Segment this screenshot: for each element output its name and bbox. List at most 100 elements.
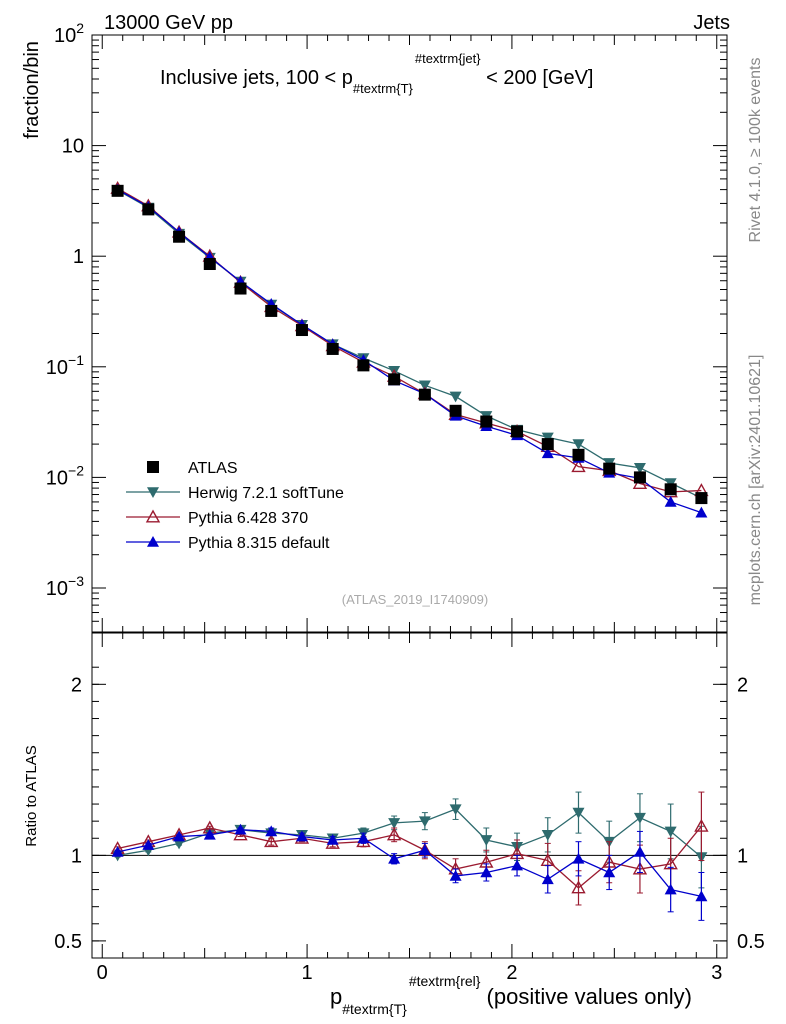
legend-item: Pythia 6.428 370 [126,509,308,527]
main-y-tick-label: 10 [62,136,84,158]
ratio-series-0 [111,791,708,889]
ratio-data-point [234,823,247,835]
main-series-2 [110,180,709,498]
ratio-data-point [603,866,616,878]
main-data-point [418,380,431,392]
ratio-data-point [664,826,677,838]
main-y-tick-label: 102 [54,20,84,47]
main-data-point [571,459,586,473]
ratio-data-point [173,830,186,842]
ratio-y-tick-label: 1 [71,845,82,867]
ratio-y-tick-label-right: 0.5 [737,931,765,953]
main-series-0 [111,184,708,505]
ratio-y-tick-label-right: 2 [737,674,748,696]
main-data-point [541,432,554,444]
title-sup: #textrm{jet} [415,51,481,66]
ratio-series-line [117,829,702,898]
svg-text:p#textrm{T}#textrm{rel} (posit: p#textrm{T}#textrm{rel} (positive values… [330,973,692,1017]
main-data-point [418,388,431,401]
main-y-tick-label: 10−2 [46,462,84,489]
legend-item: Herwig 7.2.1 softTune [126,485,344,502]
main-data-point [357,359,370,372]
header-left: 13000 GeV pp [104,12,233,34]
ratio-data-point [388,818,401,829]
main-title: Inclusive jets, 100 < p#textrm{T}#textrm… [160,51,593,96]
main-data-point [449,391,462,403]
ratio-series-2 [111,823,708,921]
xlabel-sup: #textrm{rel} [409,973,481,989]
main-data-point [664,483,677,496]
ratio-data-point [111,845,124,857]
ratio-y-axis-label: Ratio to ATLAS [23,745,40,846]
header-right: Jets [693,12,730,34]
legend-label: ATLAS [188,460,238,477]
ratio-data-point [571,880,586,894]
ratio-y-tick-label: 0.5 [54,931,82,953]
title-sub: #textrm{T} [353,81,414,96]
analysis-watermark: (ATLAS_2019_I1740909) [342,592,488,607]
ratio-data-point [664,883,677,895]
ratio-data-point [449,869,462,881]
ratio-data-point [695,890,708,902]
legend-marker [145,509,161,523]
ratio-data-point [633,812,646,824]
main-series-line [117,189,702,499]
ratio-data-point [480,866,493,878]
main-y-tick-label: 10−1 [46,352,84,379]
rivet-label: Rivet 4.1.0, ≥ 100k events [747,58,764,243]
legend-item: ATLAS [147,460,238,477]
ratio-data-point [264,834,279,848]
main-y-tick-label: 10−3 [46,573,84,600]
main-data-point [388,373,401,386]
ratio-data-point [541,830,554,841]
main-data-point [265,304,278,317]
main-data-point [326,342,339,355]
ratio-data-point [418,816,431,828]
legend-marker [147,487,159,498]
ratio-data-point [388,852,401,864]
main-data-point [541,447,554,459]
legend-marker [147,461,159,473]
ratio-data-point [265,825,278,837]
ratio-series-1 [110,791,709,906]
main-data-point [695,506,708,518]
xlabel-prefix: p [330,984,342,1009]
ratio-data-point [449,804,462,816]
ratio-data-point [694,818,709,832]
main-series-line [117,187,702,493]
main-data-point [111,184,124,197]
ratio-data-point [632,861,648,875]
xlabel-suffix: (positive values only) [480,984,692,1009]
main-data-point [142,203,155,216]
ratio-data-point [295,830,308,842]
legend-label: Pythia 6.428 370 [188,510,308,527]
ratio-y-tick-label-right: 1 [737,845,748,867]
ratio-data-point [357,832,370,844]
main-data-point [480,415,493,428]
x-tick-label: 2 [506,962,517,984]
main-data-point [572,448,585,461]
main-y-axis-label: fraction/bin [21,41,43,139]
main-data-point [541,438,554,451]
main-data-point [572,439,585,451]
xlabel-sub: #textrm{T} [342,1001,407,1017]
title-suffix: < 200 [GeV] [481,67,594,89]
title-prefix: Inclusive jets, 100 < p [160,67,353,89]
legend-item: Pythia 8.315 default [126,535,330,552]
x-tick-label: 0 [97,962,108,984]
main-data-point [295,324,308,337]
mcplots-label: mcplots.cern.ch [arXiv:2401.10621] [747,355,764,606]
ratio-data-point [480,835,493,846]
ratio-data-point [511,859,524,871]
legend-label: Herwig 7.2.1 softTune [188,485,344,502]
x-tick-label: 1 [302,962,313,984]
ratio-data-point [572,852,585,864]
ratio-data-point [326,833,339,845]
ratio-plot-frame [91,632,728,959]
svg-text:Inclusive jets, 100 < p#textrm: Inclusive jets, 100 < p#textrm{T}#textrm… [160,51,593,96]
main-data-point [633,471,646,484]
ratio-data-point [541,873,554,885]
ratio-data-point [203,828,216,840]
legend-label: Pythia 8.315 default [188,535,330,552]
main-data-point [234,282,247,295]
